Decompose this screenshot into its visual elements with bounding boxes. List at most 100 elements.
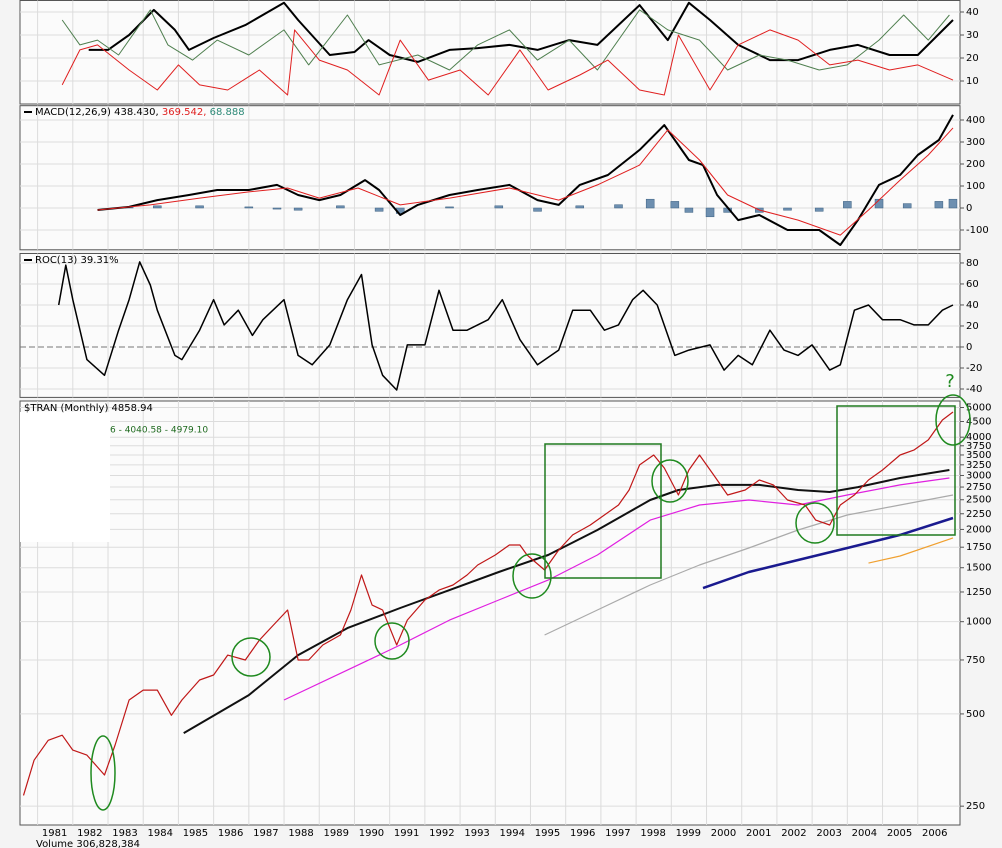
- x-tick-label: 1998: [640, 828, 665, 839]
- x-tick-label: 1997: [605, 828, 630, 839]
- y-tick-label: 80: [966, 258, 979, 269]
- line-series: [702, 516, 954, 590]
- panels: 10 20 30 40 -100 0 100 200 300 400 -40 -20 0 20 40 60 80…: [19, 0, 991, 839]
- plot-area: [19, 0, 961, 105]
- x-tick-label: 1991: [394, 828, 419, 839]
- annotation: ?: [945, 371, 955, 392]
- line-series: [97, 114, 954, 246]
- volume-label: Volume 306,828,384: [36, 839, 140, 848]
- x-tick-label: 1983: [112, 828, 137, 839]
- x-tick-label: 1992: [429, 828, 454, 839]
- chart-subtitle: 6 - 4040.58 - 4979.10: [110, 426, 208, 436]
- y-tick-label: 20: [966, 321, 979, 332]
- chart-title: $TRAN (Monthly) 4858.94: [24, 403, 153, 414]
- y-tick-label: 4000: [966, 432, 991, 443]
- legend: MACD(12,26,9) 438.430, 369.542, 68.888: [35, 107, 245, 118]
- x-tick-label: 1994: [500, 828, 525, 839]
- x-tick-label: 1981: [42, 828, 67, 839]
- y-tick-label: 3000: [966, 470, 991, 481]
- x-tick-label: 1985: [183, 828, 208, 839]
- x-tick-label: 1993: [464, 828, 489, 839]
- x-tick-label: 2005: [887, 828, 912, 839]
- line-series: [57, 261, 954, 391]
- overlay: ? MACD(12,26,9) 438.430, 369.542, 68.888…: [20, 107, 971, 848]
- y-tick-label: 300: [966, 137, 985, 148]
- histogram-bar: [783, 207, 792, 211]
- histogram-bar: [533, 207, 542, 212]
- line-series: [61, 9, 950, 71]
- line-series: [868, 537, 954, 564]
- histogram-bar: [153, 205, 162, 209]
- y-tick-label: -40: [966, 384, 982, 395]
- y-tick-label: 200: [966, 159, 985, 170]
- highlight-box: [836, 405, 956, 536]
- histogram-bar: [614, 204, 623, 209]
- highlight-circle: [374, 622, 410, 660]
- legend-text: 68.888: [210, 107, 245, 118]
- histogram-bar: [272, 207, 282, 210]
- histogram-bar: [670, 201, 680, 209]
- line-series: [97, 127, 954, 236]
- y-tick-label: 40: [966, 300, 979, 311]
- x-tick-label: 1986: [218, 828, 243, 839]
- line-series: [22, 411, 954, 796]
- y-tick-label: 4500: [966, 417, 991, 428]
- legend-text: ROC(13) 39.31%: [35, 255, 119, 266]
- y-tick-label: 60: [966, 279, 979, 290]
- histogram-bar: [814, 207, 824, 212]
- x-tick-label: 1982: [77, 828, 102, 839]
- histogram-bar: [934, 201, 944, 209]
- y-tick-label: 2750: [966, 482, 991, 493]
- x-tick-label: 2004: [852, 828, 877, 839]
- histogram-bar: [293, 207, 303, 211]
- histogram-bar: [374, 207, 384, 212]
- highlight-circle: [231, 637, 271, 677]
- histogram-bar: [948, 198, 958, 209]
- line-series: [183, 469, 950, 734]
- y-tick-label: 2500: [966, 495, 991, 506]
- y-tick-label: 500: [966, 709, 985, 720]
- x-tick-label: 2001: [746, 828, 771, 839]
- y-tick-label: 2000: [966, 524, 991, 535]
- highlight-box: [544, 443, 662, 579]
- y-tick-label: 40: [966, 7, 979, 18]
- highlight-circle: [651, 459, 689, 503]
- x-tick-label: 1987: [253, 828, 278, 839]
- y-tick-label: 750: [966, 655, 985, 666]
- y-tick-label: 20: [966, 53, 979, 64]
- x-tick-label: 1988: [288, 828, 313, 839]
- y-tick-label: 30: [966, 30, 979, 41]
- histogram-bar: [244, 206, 254, 209]
- highlight-circle: [90, 735, 116, 811]
- x-tick-label: 2003: [816, 828, 841, 839]
- x-tick-label: 1990: [359, 828, 384, 839]
- x-tick-label: 2000: [711, 828, 736, 839]
- plot-area: [19, 105, 961, 251]
- y-tick-label: 1000: [966, 617, 991, 628]
- highlight-circle: [795, 502, 835, 544]
- y-tick-label: 400: [966, 115, 985, 126]
- histogram-bar: [705, 207, 715, 218]
- x-tick-label: 1999: [676, 828, 701, 839]
- y-tick-label: -100: [966, 225, 989, 236]
- x-tick-label: 1996: [570, 828, 595, 839]
- x-tick-label: 2006: [922, 828, 947, 839]
- y-tick-label: 1250: [966, 587, 991, 598]
- y-tick-label: 1750: [966, 542, 991, 553]
- line-series: [544, 494, 954, 636]
- histogram-bar: [195, 205, 204, 209]
- legend-text: 369.542,: [162, 107, 207, 118]
- histogram-bar: [336, 205, 345, 209]
- y-tick-label: 0: [966, 203, 972, 214]
- y-tick-label: -20: [966, 363, 982, 374]
- histogram-bar: [575, 205, 585, 209]
- x-tick-label: 1989: [324, 828, 349, 839]
- y-tick-label: 2250: [966, 509, 991, 520]
- histogram-bar: [445, 206, 454, 209]
- line-series: [61, 29, 954, 96]
- plot-area: [19, 253, 961, 398]
- histogram-bar: [843, 201, 852, 209]
- legend-box: [20, 412, 110, 542]
- highlight-circle: [512, 553, 552, 599]
